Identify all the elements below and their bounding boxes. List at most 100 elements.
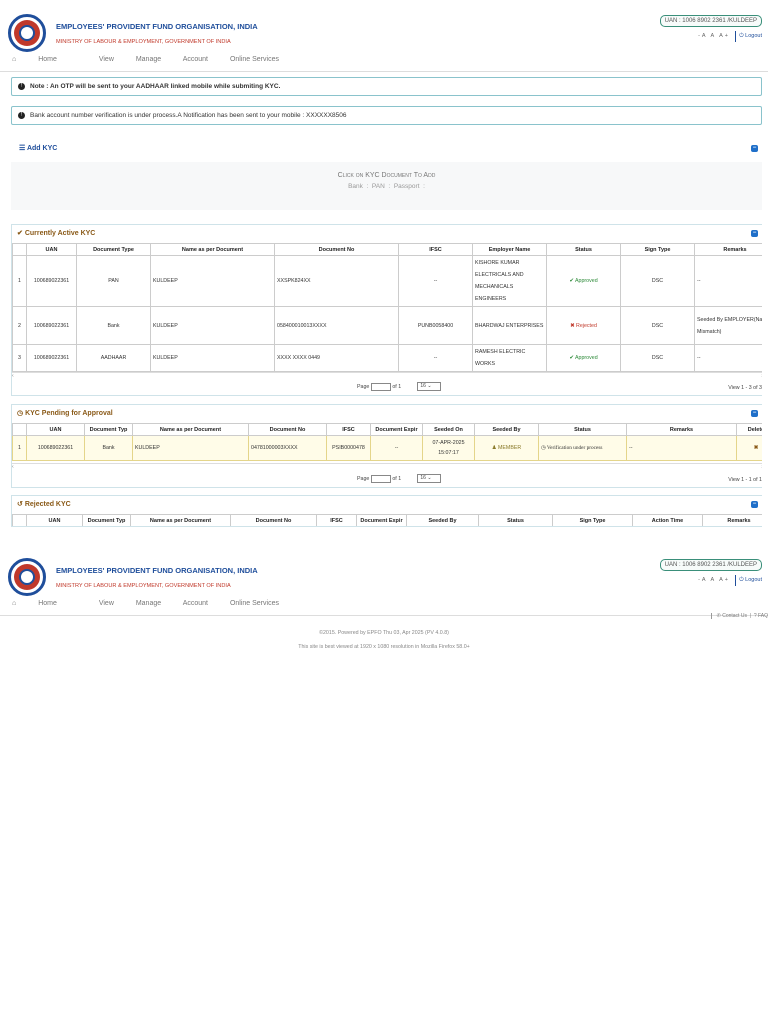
delete-button[interactable]: ✖ xyxy=(736,435,762,461)
page-number-input[interactable] xyxy=(370,474,391,483)
column-header[interactable]: Document No xyxy=(248,423,327,436)
contact-label: Contact Us xyxy=(722,613,747,619)
doc-no-cell: 058400010013XXXX xyxy=(274,306,399,345)
column-header[interactable]: IFSC xyxy=(316,514,357,526)
check-icon: ✔ xyxy=(569,278,575,284)
column-header[interactable]: Sign Type xyxy=(552,514,633,526)
copyright-text: ©2015. Powered by EPFO Thu 03, Apr 2025 … xyxy=(319,630,449,636)
collapse-icon[interactable]: − xyxy=(751,501,758,508)
column-header[interactable]: IFSC xyxy=(398,243,473,256)
faq-link[interactable]: ? FAQ xyxy=(754,613,768,619)
logout-icon: ⏻ xyxy=(739,577,746,583)
sign-type-cell: DSC xyxy=(620,306,695,345)
column-header[interactable]: Employer Name xyxy=(472,243,547,256)
ifsc-cell: PSIB0000478 xyxy=(326,435,371,461)
column-header[interactable]: Document Expir xyxy=(370,423,423,436)
column-header xyxy=(12,243,27,256)
font-size-controls[interactable]: -A A A+ xyxy=(698,577,730,583)
main-nav: ⌂ Home View Manage Account Online Servic… xyxy=(12,56,299,63)
seeded-by-text: MEMBER xyxy=(497,445,522,451)
nav-online-services[interactable]: Online Services xyxy=(229,600,279,607)
column-header[interactable]: IFSC xyxy=(326,423,371,436)
logout-link[interactable]: ⏻ Logout xyxy=(735,575,762,586)
column-header[interactable]: Document No xyxy=(274,243,399,256)
column-header[interactable]: Remarks xyxy=(626,423,737,436)
rejected-kyc-title-text: Rejected KYC xyxy=(24,501,71,508)
column-header[interactable]: Status xyxy=(538,423,627,436)
contact-link[interactable]: ✆ Contact Us xyxy=(717,613,747,619)
status-cell: ✔ Approved xyxy=(546,344,621,372)
nav-manage[interactable]: Manage xyxy=(135,600,162,607)
logout-icon: ⏻ xyxy=(739,33,746,39)
status-text: Rejected xyxy=(576,322,597,329)
column-header[interactable]: UAN xyxy=(26,243,77,256)
kyc-option-pan[interactable]: PAN xyxy=(371,183,385,190)
status-cell: ✔ Approved xyxy=(546,255,621,307)
uan-badge: UAN : 1006 8902 2361 /KULDEEP xyxy=(659,15,762,27)
column-header[interactable]: Seeded By xyxy=(474,423,539,436)
logout-link[interactable]: ⏻ Logout xyxy=(735,31,762,42)
column-header[interactable]: Seeded On xyxy=(422,423,475,436)
undo-icon: ↺ xyxy=(17,501,25,508)
help-icon: ? xyxy=(753,613,758,619)
column-header[interactable]: Name as per Document xyxy=(150,243,275,256)
status-cell: ◷ Verification under process xyxy=(538,435,627,461)
rows-per-page-value: 16 xyxy=(420,383,426,389)
user-icon: ♟ xyxy=(491,445,498,451)
collapse-icon[interactable]: − xyxy=(751,230,758,237)
column-header[interactable]: Document Typ xyxy=(84,423,133,436)
horizontal-scrollbar[interactable]: ‹› xyxy=(12,463,762,470)
nav-account[interactable]: Account xyxy=(182,56,208,63)
column-header[interactable]: Sign Type xyxy=(620,243,695,256)
employer-cell: BHARDWAJ ENTERPRISES xyxy=(472,306,547,345)
column-header[interactable]: UAN xyxy=(26,423,85,436)
seeded-on-cell: 07-APR-2025 15:07:17 xyxy=(422,435,475,461)
nav-manage[interactable]: Manage xyxy=(135,56,162,63)
home-icon: ⌂ xyxy=(12,56,19,63)
column-header[interactable]: Action Time xyxy=(632,514,703,526)
remarks-cell: Seeded By EMPLOYER(Name Mismatch) xyxy=(694,306,762,345)
page-number-input[interactable] xyxy=(370,382,391,391)
name-cell: KULDEEP xyxy=(132,435,249,461)
column-header[interactable]: Remarks xyxy=(694,243,762,256)
org-name: EMPLOYEES' PROVIDENT FUND ORGANISATION, … xyxy=(56,22,258,31)
rejected-kyc-table: UAN Document Typ Name as per Document Do… xyxy=(12,514,762,526)
rejected-kyc-title: ↺ Rejected KYC − xyxy=(12,496,762,514)
nav-home[interactable]: ⌂ Home xyxy=(12,56,77,63)
clock-icon: ◷ xyxy=(17,410,26,417)
check-icon: ✔ xyxy=(17,230,25,237)
column-header[interactable]: UAN xyxy=(26,514,83,526)
column-header[interactable]: Remarks xyxy=(702,514,762,526)
ifsc-cell: -- xyxy=(398,255,473,307)
kyc-option-bank[interactable]: Bank xyxy=(348,183,363,190)
column-header[interactable]: Name as per Document xyxy=(132,423,249,436)
column-header[interactable]: Document Typ xyxy=(82,514,131,526)
nav-home[interactable]: ⌂ Home xyxy=(12,600,77,607)
column-header[interactable]: Status xyxy=(546,243,621,256)
click-kyc-text: Click on KYC Document To Add xyxy=(337,172,436,179)
nav-online-services[interactable]: Online Services xyxy=(229,56,279,63)
column-header[interactable]: Document Type xyxy=(76,243,151,256)
column-header[interactable]: Name as per Document xyxy=(130,514,231,526)
ifsc-cell: -- xyxy=(398,344,473,372)
horizontal-scrollbar[interactable]: ‹› xyxy=(12,372,762,379)
collapse-icon[interactable]: − xyxy=(751,410,758,417)
nav-view[interactable]: View xyxy=(98,600,114,607)
nav-account[interactable]: Account xyxy=(182,600,208,607)
rows-per-page-select[interactable]: 16 ⌄ xyxy=(417,474,442,483)
add-kyc-panel: ☰ Add KYC − Click on KYC Document To Add … xyxy=(11,140,762,218)
column-header[interactable]: Status xyxy=(478,514,553,526)
rows-per-page-select[interactable]: 16 ⌄ xyxy=(417,382,442,391)
column-header[interactable]: Delete xyxy=(736,423,762,436)
collapse-icon[interactable]: − xyxy=(751,145,758,152)
column-header[interactable]: Document No xyxy=(230,514,317,526)
kyc-option-passport[interactable]: Passport xyxy=(393,183,420,190)
pending-kyc-view-info: View 1 - 1 of 1 xyxy=(728,477,762,483)
nav-view[interactable]: View xyxy=(98,56,114,63)
active-kyc-title-text: Currently Active KYC xyxy=(24,230,96,237)
active-kyc-panel: ✔ Currently Active KYC − UAN Document Typ… xyxy=(11,224,762,396)
column-header[interactable]: Document Expir xyxy=(356,514,407,526)
font-size-controls[interactable]: -A A A+ xyxy=(698,33,730,39)
nav-home-label: Home xyxy=(38,56,57,63)
column-header[interactable]: Seeded By xyxy=(406,514,479,526)
